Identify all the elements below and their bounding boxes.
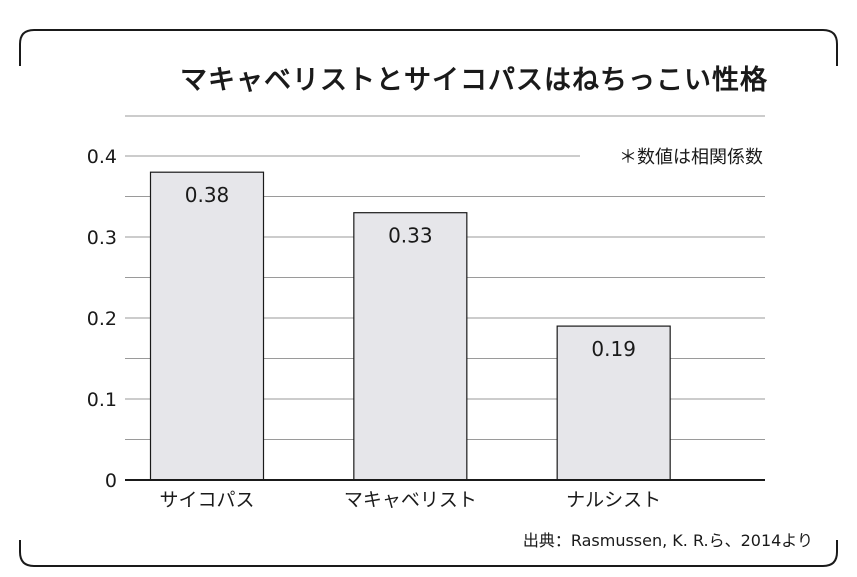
bar-value-label: 0.19 (591, 337, 636, 361)
chart-note: ＊数値は相関係数 (619, 147, 763, 168)
x-axis-ticks: サイコパス マキャベリスト ナルシスト (159, 489, 661, 511)
bar-value-label: 0.33 (388, 224, 433, 248)
x-tick-label: ナルシスト (566, 489, 661, 511)
y-tick-label: 0.3 (87, 227, 117, 249)
bar (149, 171, 265, 481)
y-tick-label: 0.4 (87, 146, 117, 168)
bar (556, 325, 671, 481)
chart-title: マキャベリストとサイコパスはねちっこい性格 (180, 65, 768, 96)
bars (149, 171, 671, 481)
chart-source: 出典：Rasmussen, K. R.ら、2014より (522, 531, 813, 550)
y-axis-ticks: 0 0.1 0.2 0.3 0.4 (87, 146, 117, 492)
y-tick-label: 0.2 (87, 308, 117, 330)
x-tick-label: サイコパス (159, 489, 254, 511)
bar-value-label: 0.38 (185, 183, 230, 207)
bar (353, 212, 468, 481)
y-tick-label: 0.1 (87, 389, 117, 411)
y-tick-label: 0 (105, 470, 117, 492)
x-tick-label: マキャベリスト (344, 489, 477, 511)
value-labels: 0.38 0.33 0.19 (185, 183, 636, 361)
